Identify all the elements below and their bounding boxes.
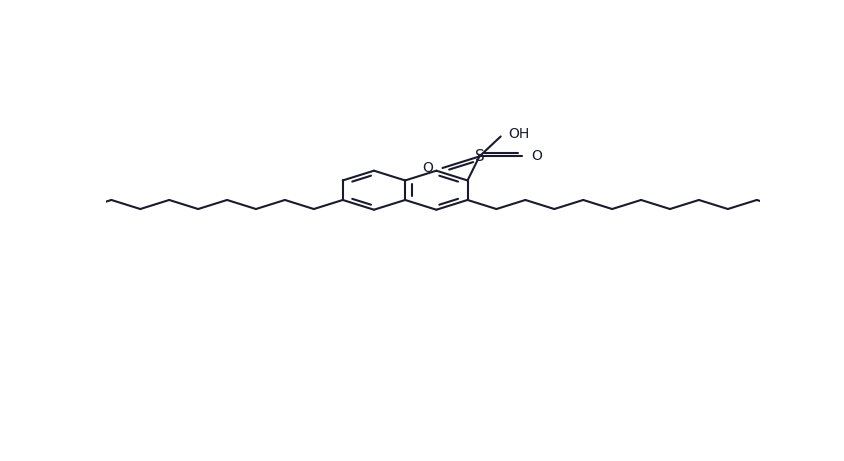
- Text: S: S: [474, 149, 484, 164]
- Text: OH: OH: [508, 127, 529, 141]
- Text: O: O: [422, 161, 433, 175]
- Text: O: O: [530, 149, 541, 164]
